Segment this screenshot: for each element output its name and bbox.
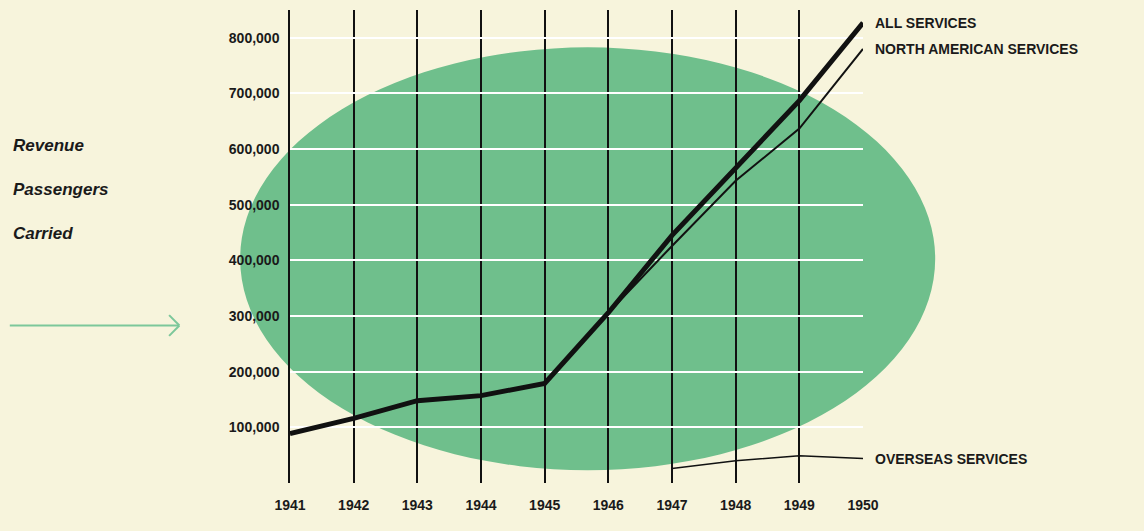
- svg-text:700,000: 700,000: [229, 85, 280, 101]
- svg-text:NORTH AMERICAN SERVICES: NORTH AMERICAN SERVICES: [875, 41, 1078, 57]
- svg-text:1946: 1946: [593, 497, 624, 513]
- svg-text:1948: 1948: [720, 497, 751, 513]
- svg-text:600,000: 600,000: [229, 141, 280, 157]
- svg-text:1947: 1947: [656, 497, 687, 513]
- svg-text:1942: 1942: [338, 497, 369, 513]
- svg-text:200,000: 200,000: [229, 364, 280, 380]
- svg-text:1949: 1949: [784, 497, 815, 513]
- svg-text:1944: 1944: [465, 497, 496, 513]
- svg-text:1943: 1943: [402, 497, 433, 513]
- svg-text:500,000: 500,000: [229, 197, 280, 213]
- svg-text:400,000: 400,000: [229, 252, 280, 268]
- svg-text:1950: 1950: [847, 497, 878, 513]
- svg-text:300,000: 300,000: [229, 308, 280, 324]
- svg-text:OVERSEAS SERVICES: OVERSEAS SERVICES: [875, 451, 1027, 467]
- svg-text:1945: 1945: [529, 497, 560, 513]
- svg-text:800,000: 800,000: [229, 30, 280, 46]
- svg-text:RevenuePassengersCarried: RevenuePassengersCarried: [13, 136, 108, 243]
- svg-text:ALL SERVICES: ALL SERVICES: [875, 15, 976, 31]
- svg-text:100,000: 100,000: [229, 419, 280, 435]
- svg-text:1941: 1941: [274, 497, 305, 513]
